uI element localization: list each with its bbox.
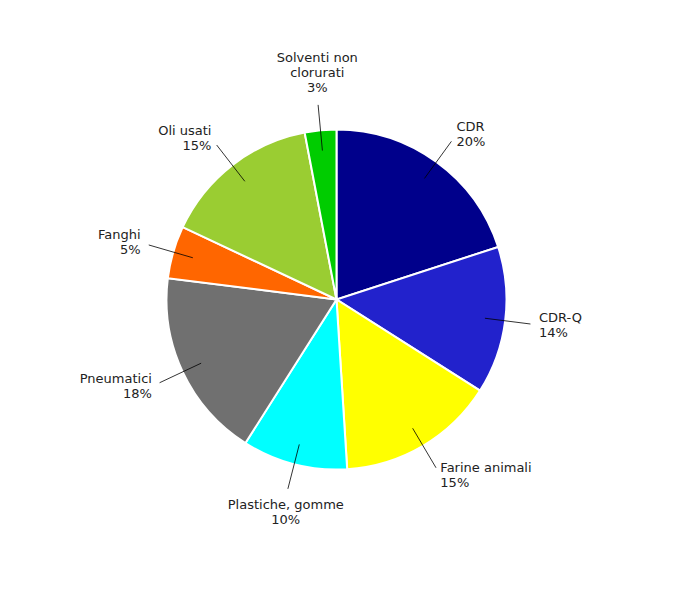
pie: CDR20%CDR-Q14%Farine animali15%Plastiche…: [80, 50, 582, 527]
slice-label-line: Solventi non: [277, 50, 358, 65]
slice-label-line: Pneumatici: [80, 371, 152, 386]
data-label: 3%: [307, 80, 328, 95]
leader-line: [149, 245, 193, 258]
slices: [167, 130, 507, 470]
leader-line: [318, 105, 322, 151]
slice-label-line: CDR: [456, 119, 484, 134]
leader-line: [485, 318, 531, 324]
slice: [167, 278, 337, 443]
leader-line: [424, 141, 451, 178]
slice-label-line: Oli usati: [158, 123, 211, 138]
labels: CDR20%CDR-Q14%Farine animali15%Plastiche…: [80, 50, 582, 527]
slice-label: Fanghi: [98, 227, 141, 242]
slice-label: Solventi nonclorurati: [277, 50, 358, 80]
slice-label: Oli usati: [158, 123, 211, 138]
data-label: 5%: [120, 242, 141, 257]
slice-label-line: Farine animali: [440, 460, 531, 475]
slice-label: Pneumatici: [80, 371, 152, 386]
slice-label-line: Plastiche, gomme: [228, 497, 344, 512]
leader-line: [217, 145, 245, 181]
leader-line: [288, 444, 299, 488]
slice-label: CDR: [456, 119, 484, 134]
slice-label: Farine animali: [440, 460, 531, 475]
data-label: 14%: [539, 325, 568, 340]
slice-label: Plastiche, gomme: [228, 497, 344, 512]
slice-label-line: CDR-Q: [539, 310, 582, 325]
data-label: 20%: [456, 134, 485, 149]
data-label: 15%: [440, 475, 469, 490]
slice-label: CDR-Q: [539, 310, 582, 325]
slice: [337, 300, 481, 470]
leader-line: [413, 428, 436, 468]
slice-label-line: Fanghi: [98, 227, 141, 242]
data-label: 10%: [271, 512, 300, 527]
slice-label-line: clorurati: [290, 65, 344, 80]
leader-line: [160, 363, 202, 383]
data-label: 18%: [123, 386, 152, 401]
slice: [305, 130, 337, 300]
data-label: 15%: [183, 138, 212, 153]
chart: CDR20%CDR-Q14%Farine animali15%Plastiche…: [0, 0, 673, 589]
